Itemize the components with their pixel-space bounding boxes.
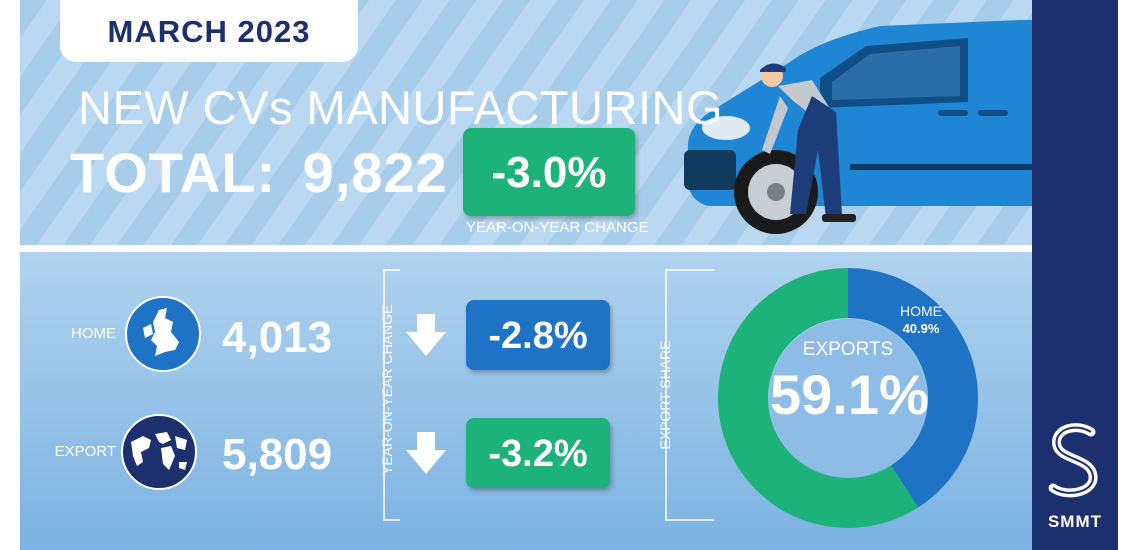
down-arrow-icon — [406, 314, 446, 356]
uk-map-icon — [125, 296, 201, 372]
export-share-donut — [718, 268, 978, 528]
total-change-caption: YEAR-ON-YEAR CHANGE — [466, 219, 649, 236]
home-label: HOME — [71, 325, 116, 342]
total-change-value: -3.0% — [491, 148, 607, 197]
total-line: TOTAL: 9,822 — [70, 140, 448, 205]
donut-segment-home — [718, 268, 978, 528]
donut-exports-label: EXPORTS — [802, 339, 894, 360]
donut-exports-value: 59.1% — [770, 363, 929, 426]
van-illustration — [684, 20, 1032, 234]
down-arrow-icon — [406, 432, 446, 474]
total-label: TOTAL: — [70, 141, 277, 204]
world-map-icon — [121, 414, 197, 490]
export-value: 5,809 — [222, 430, 333, 479]
brand-name: SMMT — [1047, 512, 1103, 531]
donut-home-value: 40.9% — [902, 321, 940, 336]
donut-home-label: HOME — [900, 303, 942, 319]
smmt-logo-icon — [1048, 423, 1098, 498]
export-label: EXPORT — [54, 443, 116, 460]
share-bracket — [665, 269, 714, 521]
total-change-badge: -3.0% — [463, 128, 635, 216]
export-change-value: -3.2% — [488, 433, 588, 475]
period-label: MARCH 2023 — [107, 14, 311, 49]
home-change-badge: -2.8% — [466, 300, 610, 370]
export-change-badge: -3.2% — [466, 418, 610, 488]
home-change-value: -2.8% — [488, 315, 588, 357]
date-tab — [60, 0, 358, 62]
total-value: 9,822 — [302, 141, 448, 204]
home-value: 4,013 — [222, 313, 333, 362]
yoy-caption: YEAR-ON-YEAR CHANGE — [379, 304, 395, 475]
yoy-bracket — [383, 269, 400, 521]
page-title: NEW CVs MANUFACTURING — [78, 81, 723, 134]
share-caption: EXPORT SHARE — [657, 340, 673, 450]
